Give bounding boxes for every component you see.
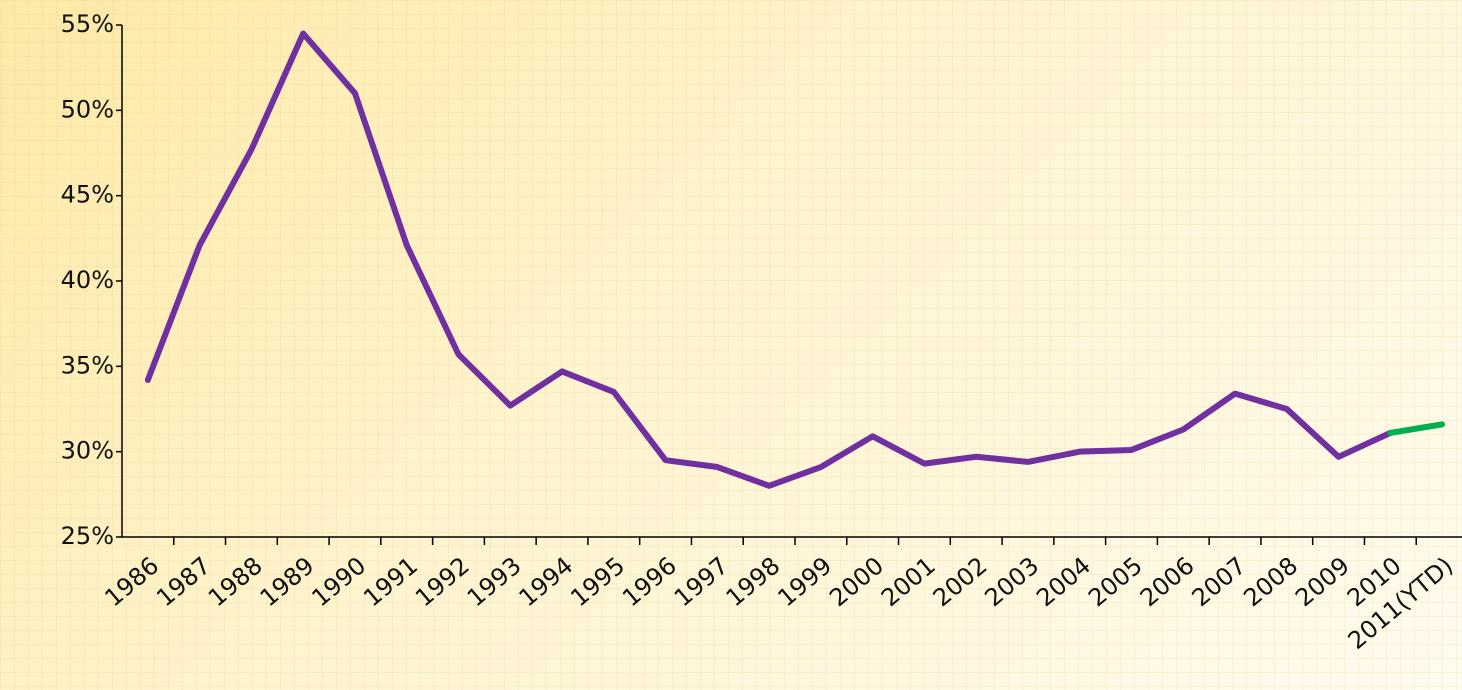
y-tick-label: 45% [61,181,114,209]
y-tick-label: 55% [61,10,114,38]
y-tick-label: 50% [61,95,114,123]
line-series [144,30,1394,489]
y-tick-label: 40% [61,266,114,294]
y-tick-label: 25% [61,522,114,550]
y-tick-label: 35% [61,351,114,379]
y-tick-label: 30% [61,437,114,465]
line-series [1387,421,1446,436]
